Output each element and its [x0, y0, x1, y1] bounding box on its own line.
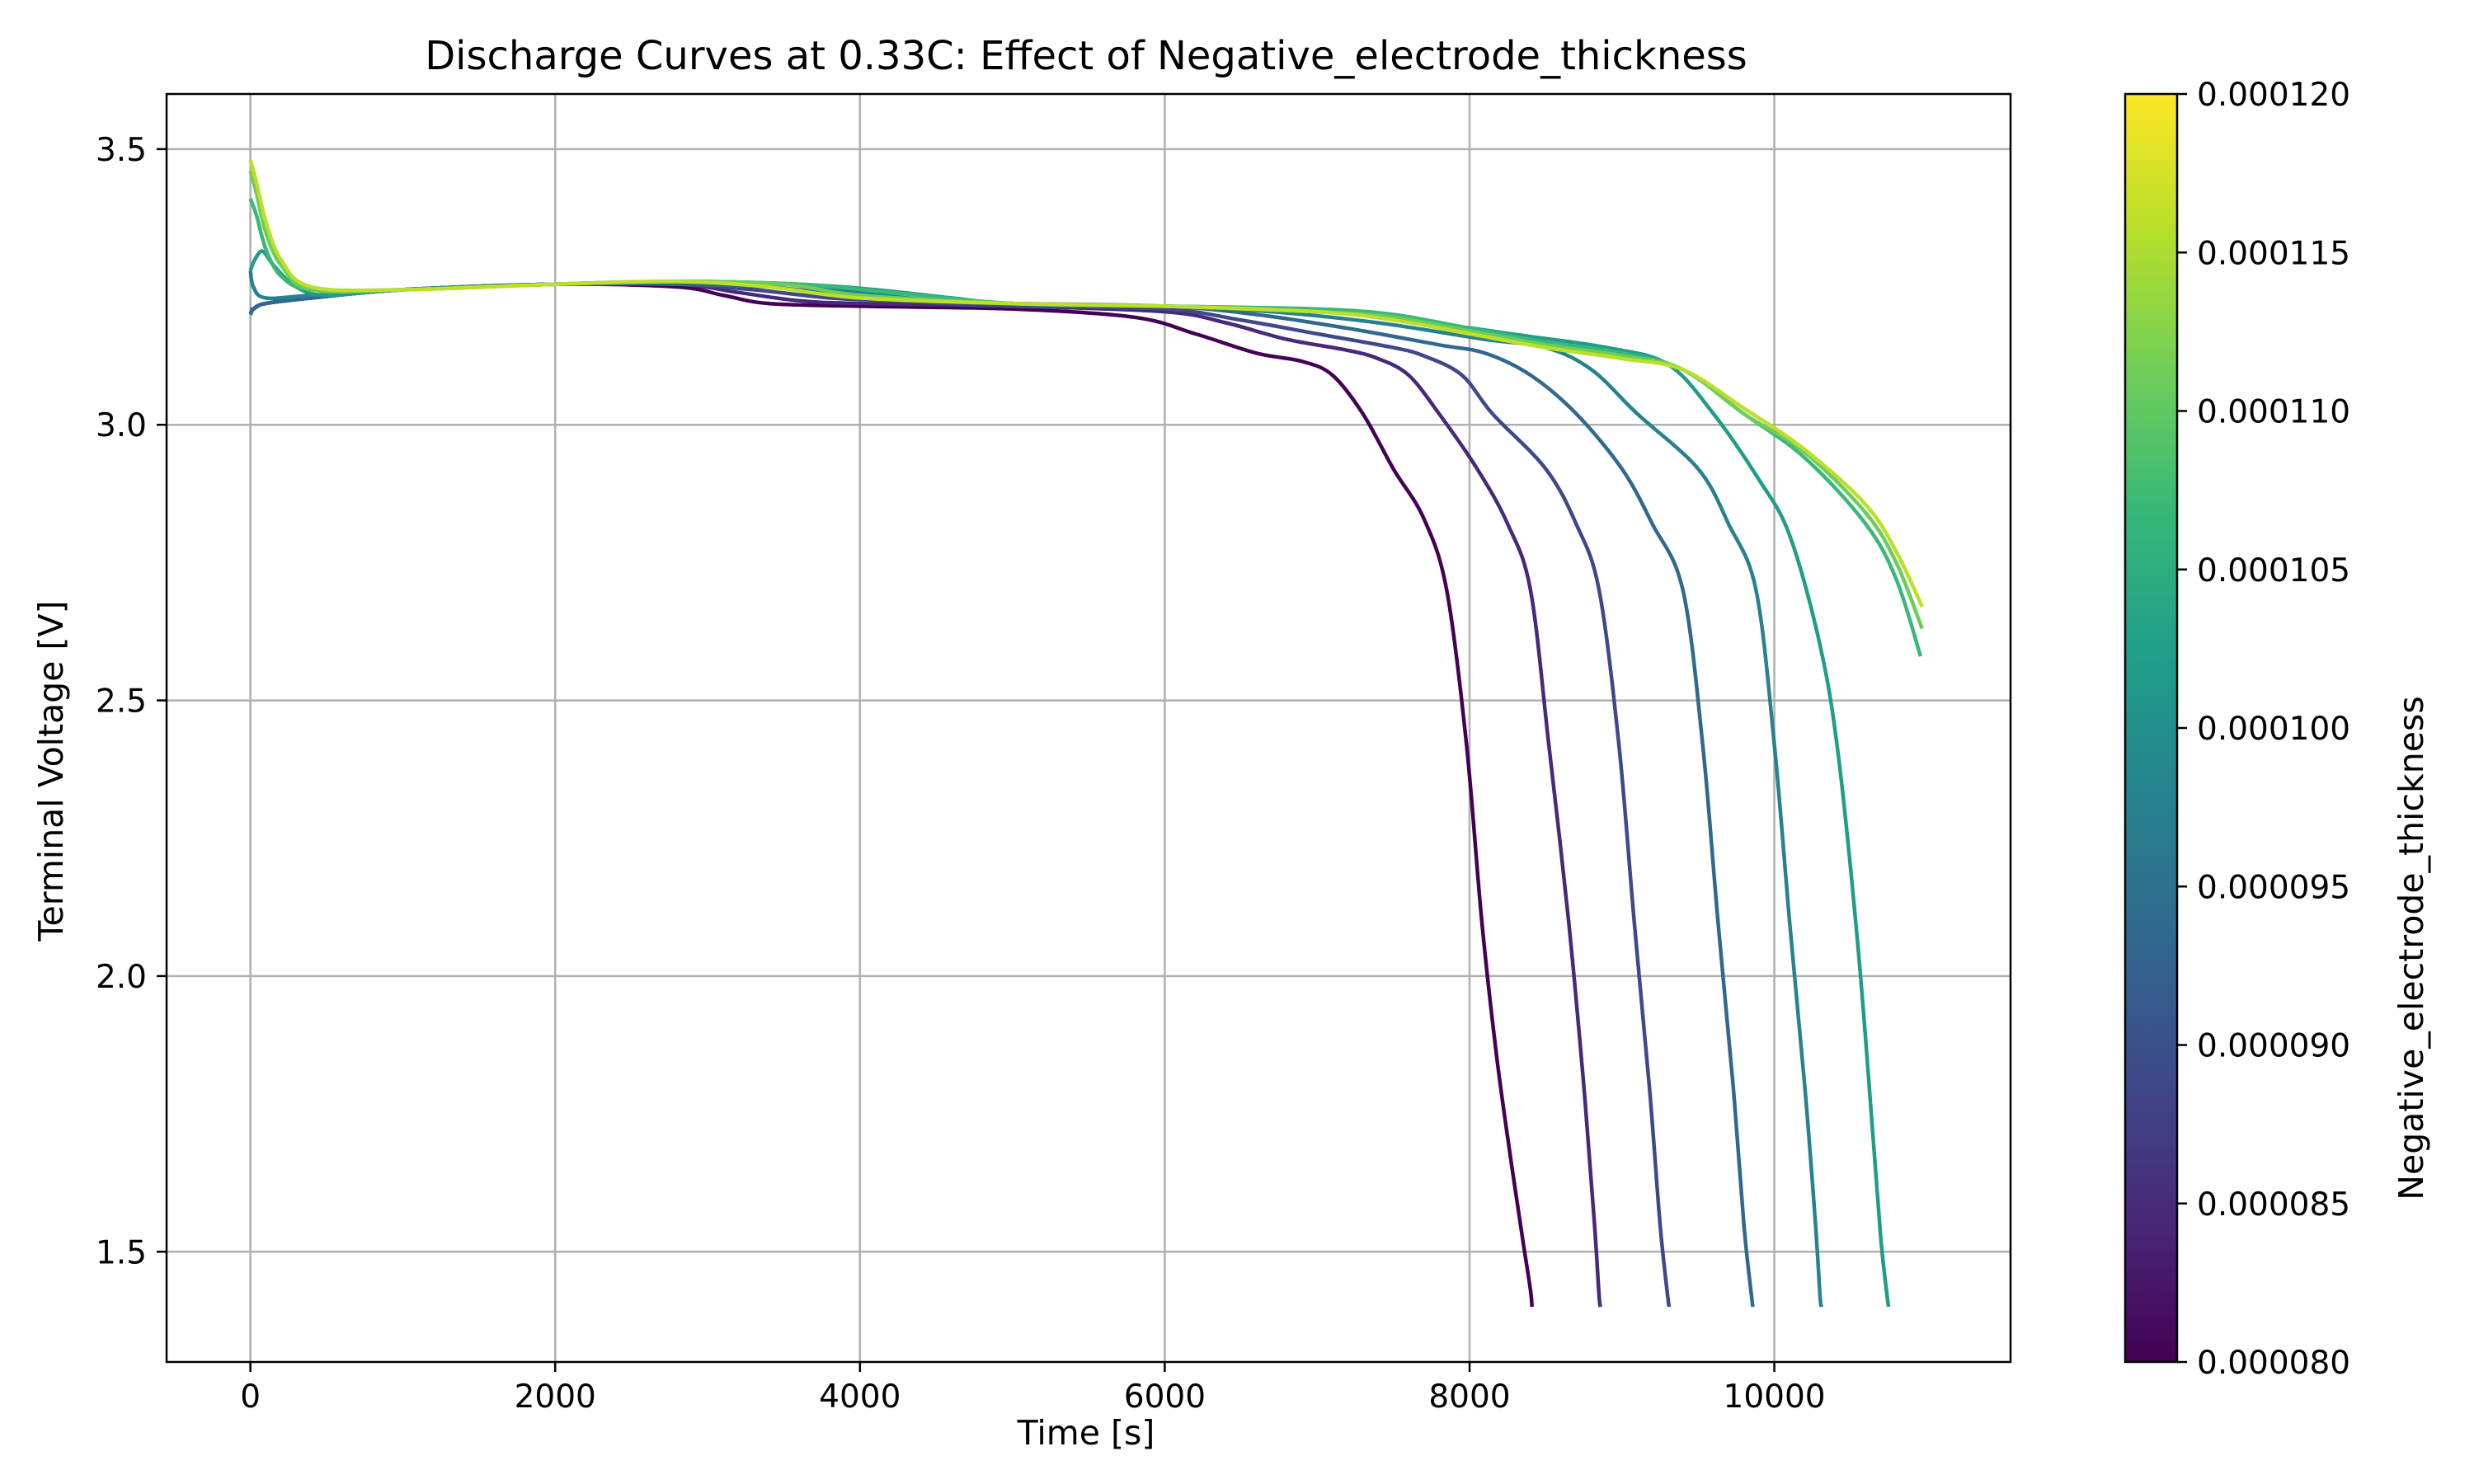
series-line — [248, 249, 1891, 1308]
chart-title: Discharge Curves at 0.33C: Effect of Neg… — [425, 33, 1747, 79]
series-lines — [248, 159, 1924, 1308]
colorbar-tick-label: 0.000110 — [2197, 394, 2350, 431]
colorbar-tick-label: 0.000095 — [2197, 869, 2350, 906]
x-tick-label: 0 — [240, 1378, 261, 1416]
y-tick-label: 2.0 — [96, 959, 147, 996]
colorbar-ticks: 0.000080 0.000085 0.000090 0.000095 0.000100… — [2177, 77, 2350, 1382]
series-line — [248, 281, 1755, 1308]
x-tick-label: 10000 — [1724, 1378, 1826, 1416]
plot-frame — [165, 92, 2012, 1364]
colorbar: 0.000080 0.000085 0.000090 0.000095 0.000100… — [2124, 77, 2431, 1382]
y-tick-label: 1.5 — [96, 1234, 147, 1271]
y-axis: 1.5 2.0 2.5 3.0 3.5 — [96, 132, 167, 1271]
y-tick-label: 3.5 — [96, 132, 147, 169]
colorbar-gradient — [2124, 92, 2179, 1364]
y-tick-label: 2.5 — [96, 683, 147, 721]
colorbar-tick-label: 0.000105 — [2197, 552, 2350, 589]
series-line — [248, 282, 1534, 1308]
colorbar-tick-label: 0.000100 — [2197, 711, 2350, 748]
colorbar-tick-label: 0.000085 — [2197, 1186, 2350, 1223]
series-line — [248, 281, 1603, 1308]
colorbar-tick-label: 0.000120 — [2197, 77, 2350, 114]
colorbar-label: Negative_electrode_thickness — [2392, 696, 2431, 1200]
colorbar-tick-label: 0.000115 — [2197, 235, 2350, 272]
colorbar-tick-label: 0.000090 — [2197, 1028, 2350, 1065]
x-axis-label: Time [s] — [1017, 1413, 1155, 1453]
x-axis: 0 2000 4000 6000 8000 10000 — [240, 1362, 1826, 1416]
series-line — [248, 159, 1924, 608]
x-tick-label: 6000 — [1124, 1378, 1206, 1416]
y-axis-label: Terminal Voltage [V] — [31, 600, 71, 942]
y-tick-label: 3.0 — [96, 407, 147, 444]
x-tick-label: 2000 — [515, 1378, 596, 1416]
grid — [167, 94, 2011, 1362]
colorbar-tick-label: 0.000080 — [2197, 1345, 2350, 1382]
series-line — [248, 198, 1923, 657]
x-tick-label: 4000 — [819, 1378, 901, 1416]
x-tick-label: 8000 — [1428, 1378, 1510, 1416]
